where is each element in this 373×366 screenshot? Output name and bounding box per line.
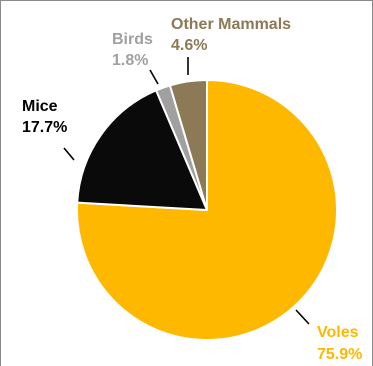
slice-value-birds: 1.8% (112, 52, 148, 69)
leader-line-mice (63, 147, 75, 161)
slice-value-mice: 17.7% (22, 119, 67, 136)
pie-slice-other-mammals (168, 79, 208, 211)
pie-slice-voles (76, 79, 338, 341)
slice-label-birds: Birds (112, 31, 153, 48)
leader-line-voles (295, 309, 310, 325)
slice-label-mice: Mice (22, 98, 58, 115)
slice-value-voles: 75.9% (317, 346, 362, 363)
slice-label-other-mammals: Other Mammals (171, 16, 291, 33)
leader-line-birds (149, 69, 159, 85)
pie-slice-mice (76, 89, 208, 211)
slice-label-voles: Voles (317, 324, 359, 341)
slice-value-other-mammals: 4.6% (171, 37, 207, 54)
